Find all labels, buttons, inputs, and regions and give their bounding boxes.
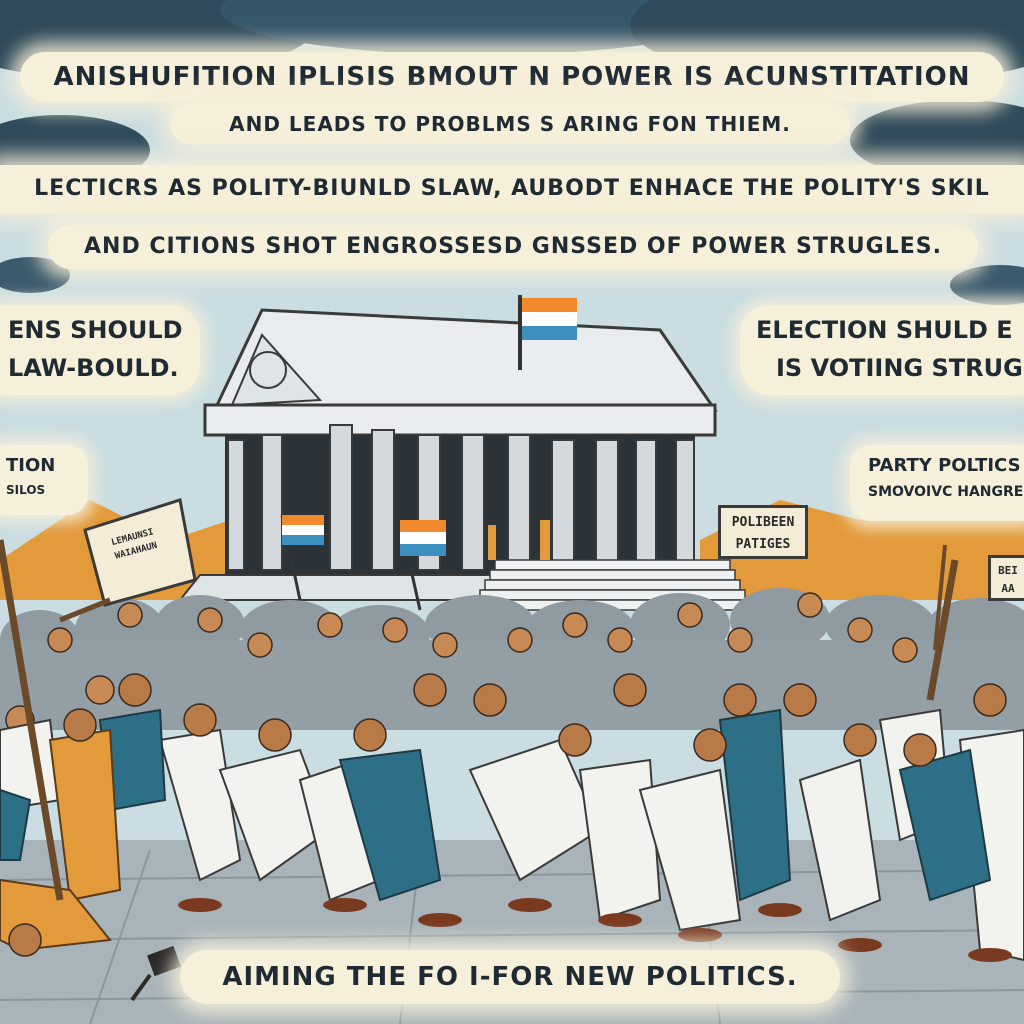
headline-banner-3: LECTICRS AS POLITY-BIUNLD SLAW, AUBODT E… bbox=[0, 165, 1024, 213]
party-politics-title: PARTY POLTICS bbox=[868, 455, 1021, 476]
parliament-building bbox=[177, 295, 751, 611]
headline-banner-2: AND LEADS TO PROBLMS S ARING FON THIEM. bbox=[170, 104, 850, 144]
right-edge-sign-line-2: AA bbox=[1001, 582, 1015, 595]
side-banner-right: ELECTION SHULD E IS VOTIING STRUGL bbox=[740, 305, 1024, 395]
side-tag-left-sub: SILOS bbox=[6, 483, 46, 497]
side-tag-left: TION SILOS bbox=[0, 445, 88, 515]
side-left-line-2: LAW-BOULD. bbox=[8, 354, 179, 382]
flag-icon bbox=[522, 298, 577, 340]
protest-sign-left-board bbox=[59, 498, 197, 623]
side-right-line-2: IS VOTIING STRUGL bbox=[776, 354, 1024, 382]
headline-banner-4: AND CITIONS SHOT ENGROSSESD GNSSED OF PO… bbox=[48, 225, 978, 269]
right-edge-sign-line-1: BEI bbox=[998, 564, 1018, 577]
party-politics-tag: PARTY POLTICS SMOVOIVC HANGRE bbox=[850, 445, 1024, 521]
party-politics-sub: SMOVOIVC HANGRE bbox=[868, 484, 1024, 500]
side-right-line-1: ELECTION SHULD E bbox=[756, 316, 1013, 344]
headline-banner-1: ANISHUFITION IPLISIS BMOUT N POWER IS AC… bbox=[20, 52, 1004, 102]
foreground-crowd bbox=[0, 539, 1024, 962]
crowd-flags bbox=[280, 514, 446, 611]
protest-sign-right-edge: BEI AA bbox=[988, 555, 1024, 601]
protest-sign-center: POLIBEEN PATIGES bbox=[718, 505, 808, 559]
side-tag-left-title: TION bbox=[6, 455, 56, 476]
bottom-banner: AIMING THE FO I-FOR NEW POLITICS. bbox=[180, 950, 840, 1004]
center-sign-line-2: PATIGES bbox=[735, 537, 791, 552]
side-banner-left: ENS SHOULD LAW-BOULD. bbox=[0, 305, 200, 395]
paddle-on-ground bbox=[130, 945, 181, 1002]
center-sign-line-1: POLIBEEN bbox=[731, 515, 795, 530]
background-crowd bbox=[0, 588, 1024, 730]
side-left-line-1: ENS SHOULD bbox=[8, 316, 183, 344]
